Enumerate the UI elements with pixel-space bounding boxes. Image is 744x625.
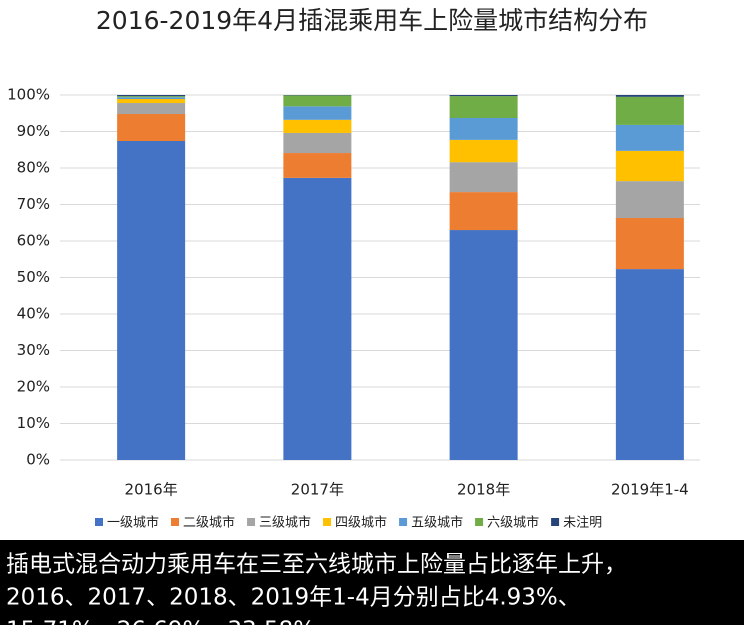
bar-segment (615, 181, 684, 219)
legend-label: 未注明 (563, 516, 602, 531)
bar-segment (449, 139, 518, 163)
y-tick-label: 30% (17, 341, 50, 359)
caption-line: 2016、2017、2018、2019年1-4月分别占比4.93%、 (6, 585, 581, 611)
bar-segment (283, 177, 352, 461)
legend-swatch (475, 518, 484, 526)
y-tick-label: 0% (26, 451, 50, 469)
bar-segment (283, 132, 352, 154)
bar-segment (117, 96, 186, 98)
x-tick-label: 2016年 (125, 481, 178, 499)
bar-segment (117, 113, 186, 141)
bar-segment (615, 150, 684, 182)
bar-segment (615, 124, 684, 151)
bar-segment (283, 119, 352, 133)
legend-label: 三级城市 (259, 515, 311, 531)
legend-swatch (95, 518, 103, 526)
y-tick-label: 40% (17, 305, 50, 323)
legend-swatch (551, 518, 560, 526)
bar-segment (117, 140, 186, 461)
x-tick-label: 2019年1-4 (611, 481, 689, 499)
y-tick-label: 10% (17, 414, 50, 432)
legend-label: 一级城市 (107, 515, 159, 531)
y-tick-label: 100% (7, 86, 50, 104)
y-tick-label: 60% (17, 232, 50, 250)
bar-segment (283, 95, 352, 107)
bar-segment (117, 99, 186, 104)
bar-segment (615, 269, 684, 460)
bar-segment (449, 192, 518, 231)
legend-swatch (247, 518, 256, 526)
legend-label: 二级城市 (183, 515, 235, 531)
bar-segment (449, 230, 518, 460)
legend-label: 五级城市 (411, 515, 463, 531)
legend-label: 六级城市 (487, 515, 539, 531)
legend-swatch (399, 518, 408, 526)
bar-segment (449, 117, 518, 140)
bar-segment (449, 96, 518, 118)
legend-swatch (171, 518, 180, 526)
bar-segment (283, 106, 352, 120)
x-tick-label: 2018年 (457, 481, 510, 499)
y-tick-label: 80% (17, 159, 50, 177)
y-tick-label: 70% (17, 195, 50, 213)
y-tick-label: 20% (17, 378, 50, 396)
caption-line: 15.71%、26.69%、33.58% (6, 618, 315, 625)
bar-segment (615, 95, 684, 97)
bar-segment (117, 97, 186, 100)
caption-line: 插电式混合动力乘用车在三至六线城市上险量占比逐年上升， (6, 552, 627, 578)
bar-segment (283, 153, 352, 178)
bar-segment (615, 96, 684, 125)
chart-title: 2016-2019年4月插混乘用车上险量城市结构分布 (96, 6, 648, 35)
legend-label: 四级城市 (335, 515, 387, 531)
bar-segment (117, 103, 186, 114)
y-tick-label: 90% (17, 122, 50, 140)
bar-segment (449, 95, 518, 97)
x-tick-label: 2017年 (291, 481, 344, 499)
y-tick-label: 50% (17, 268, 50, 286)
caption-box (0, 540, 744, 625)
bar-segment (449, 162, 518, 193)
bar-segment (615, 218, 684, 270)
legend-swatch (323, 518, 332, 526)
bar-segment (117, 95, 186, 97)
